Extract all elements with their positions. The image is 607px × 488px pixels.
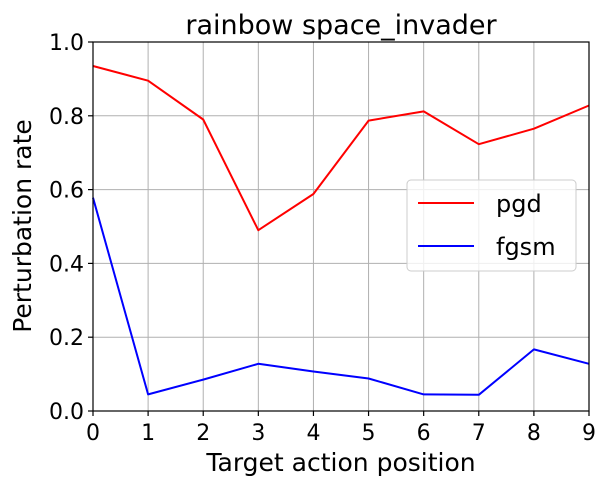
series-line-fgsm [92, 197, 590, 396]
x-tick-label: 8 [527, 421, 541, 446]
x-tick-label: 9 [582, 421, 596, 446]
y-tick-label: 0.2 [49, 326, 84, 351]
legend-label-fgsm: fgsm [496, 233, 556, 261]
x-tick-label: 4 [306, 421, 320, 446]
series-line-pgd [92, 65, 590, 232]
x-tick-label: 0 [86, 421, 100, 446]
x-tick-label: 2 [196, 421, 210, 446]
y-tick-label: 0.6 [49, 179, 84, 204]
x-axis: 0 1 2 3 4 5 6 7 8 9 [86, 411, 596, 446]
x-tick-label: 5 [362, 421, 376, 446]
x-tick-label: 7 [472, 421, 486, 446]
legend: pgd fgsm [406, 179, 577, 272]
y-tick-label: 0.0 [49, 400, 84, 425]
y-tick-label: 0.4 [49, 252, 84, 277]
plot-frame [92, 41, 590, 412]
chart-title: rainbow space_invader [185, 10, 497, 41]
x-tick-label: 3 [251, 421, 265, 446]
legend-label-pgd: pgd [496, 190, 542, 218]
y-tick-label: 0.8 [49, 105, 84, 130]
y-axis: 0.0 0.2 0.4 0.6 0.8 1.0 [49, 31, 93, 425]
y-axis-label: Perturbation rate [8, 119, 37, 333]
y-tick-label: 1.0 [49, 31, 84, 56]
x-axis-label: Target action position [205, 448, 475, 477]
x-tick-label: 1 [141, 421, 155, 446]
x-tick-label: 6 [417, 421, 431, 446]
series-lines [92, 65, 590, 396]
